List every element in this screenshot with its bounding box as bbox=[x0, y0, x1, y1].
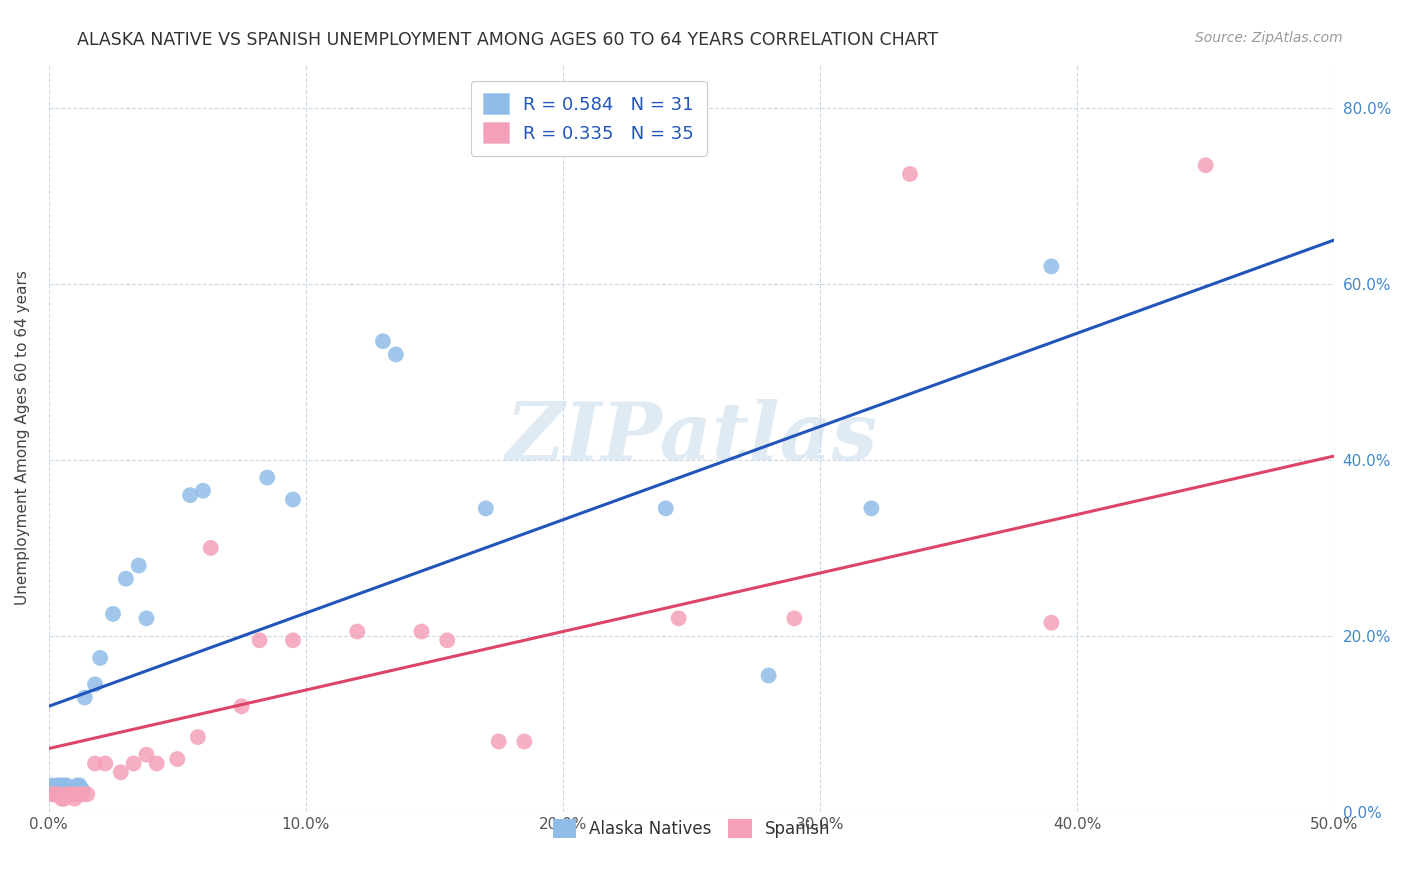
Point bbox=[73, 690, 96, 705]
Point bbox=[191, 483, 214, 498]
Point bbox=[115, 572, 138, 586]
Point bbox=[69, 779, 91, 793]
Point bbox=[513, 734, 536, 748]
Point bbox=[1194, 158, 1216, 172]
Point bbox=[436, 633, 458, 648]
Point bbox=[898, 167, 921, 181]
Point bbox=[128, 558, 150, 573]
Text: ALASKA NATIVE VS SPANISH UNEMPLOYMENT AMONG AGES 60 TO 64 YEARS CORRELATION CHAR: ALASKA NATIVE VS SPANISH UNEMPLOYMENT AM… bbox=[77, 31, 939, 49]
Point bbox=[101, 607, 124, 621]
Point bbox=[89, 651, 111, 665]
Point bbox=[249, 633, 271, 648]
Point bbox=[70, 787, 93, 801]
Point bbox=[145, 756, 167, 771]
Point bbox=[53, 791, 76, 805]
Point bbox=[41, 779, 63, 793]
Point bbox=[45, 787, 67, 801]
Point bbox=[84, 677, 107, 691]
Point bbox=[256, 470, 278, 484]
Point bbox=[179, 488, 201, 502]
Point bbox=[385, 347, 408, 361]
Point bbox=[51, 779, 73, 793]
Point bbox=[45, 779, 67, 793]
Point bbox=[110, 765, 132, 780]
Point bbox=[42, 783, 65, 797]
Point bbox=[166, 752, 188, 766]
Point bbox=[860, 501, 883, 516]
Point bbox=[1040, 260, 1063, 274]
Point bbox=[51, 791, 73, 805]
Point bbox=[371, 334, 394, 349]
Point bbox=[281, 492, 304, 507]
Point bbox=[60, 783, 83, 797]
Point bbox=[69, 787, 91, 801]
Point bbox=[281, 633, 304, 648]
Point bbox=[48, 779, 70, 793]
Text: Source: ZipAtlas.com: Source: ZipAtlas.com bbox=[1195, 31, 1343, 45]
Point bbox=[668, 611, 690, 625]
Point bbox=[488, 734, 510, 748]
Point bbox=[411, 624, 433, 639]
Y-axis label: Unemployment Among Ages 60 to 64 years: Unemployment Among Ages 60 to 64 years bbox=[15, 270, 30, 606]
Point bbox=[200, 541, 222, 555]
Point bbox=[58, 787, 80, 801]
Point bbox=[655, 501, 678, 516]
Point bbox=[55, 779, 77, 793]
Text: ZIPatlas: ZIPatlas bbox=[505, 400, 877, 476]
Point bbox=[94, 756, 117, 771]
Point bbox=[41, 787, 63, 801]
Legend: Alaska Natives, Spanish: Alaska Natives, Spanish bbox=[546, 812, 837, 845]
Point bbox=[63, 791, 86, 805]
Point bbox=[63, 783, 86, 797]
Point bbox=[84, 756, 107, 771]
Point bbox=[187, 730, 209, 744]
Point bbox=[60, 787, 83, 801]
Point bbox=[135, 611, 157, 625]
Point bbox=[42, 787, 65, 801]
Point bbox=[55, 787, 77, 801]
Point bbox=[1040, 615, 1063, 630]
Point bbox=[70, 783, 93, 797]
Point bbox=[135, 747, 157, 762]
Point bbox=[783, 611, 806, 625]
Point bbox=[48, 787, 70, 801]
Point bbox=[346, 624, 368, 639]
Point bbox=[76, 787, 98, 801]
Point bbox=[66, 787, 89, 801]
Point bbox=[58, 783, 80, 797]
Point bbox=[66, 779, 89, 793]
Point bbox=[475, 501, 498, 516]
Point bbox=[758, 668, 780, 682]
Point bbox=[122, 756, 145, 771]
Point bbox=[231, 699, 253, 714]
Point bbox=[53, 779, 76, 793]
